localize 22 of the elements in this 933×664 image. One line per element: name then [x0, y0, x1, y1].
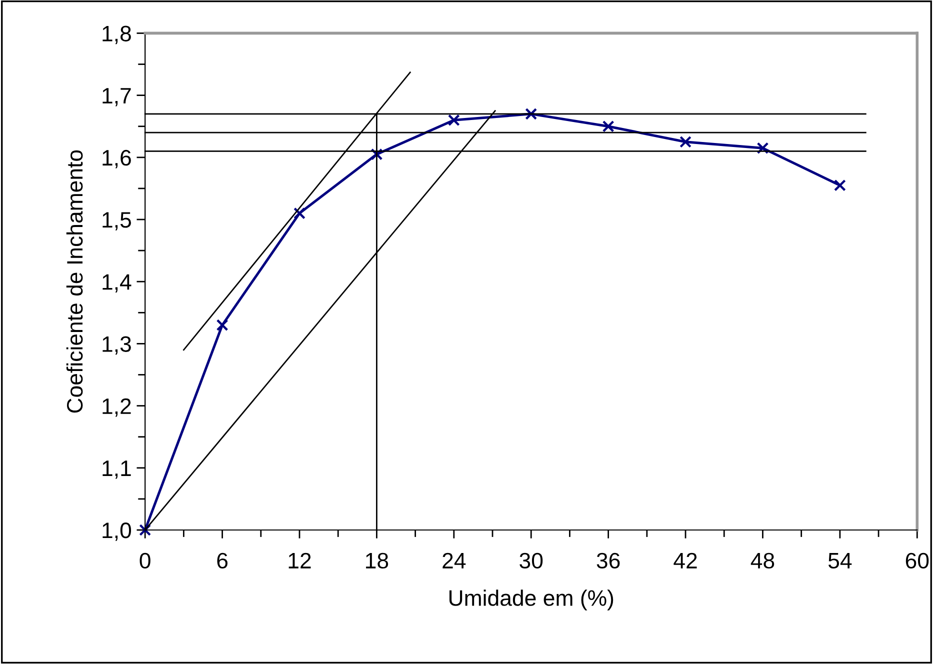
y-tick-label: 1,3 — [102, 336, 131, 355]
x-tick-label: 6 — [217, 552, 228, 569]
x-tick-label: 24 — [442, 552, 466, 568]
y-tick-label: 1,5 — [102, 212, 131, 230]
x-axis-title: Umidade em (%) — [449, 590, 614, 610]
x-tick-label: 60 — [906, 552, 929, 569]
x-tick-label: 30 — [520, 552, 543, 569]
y-tick-label: 1,1 — [102, 460, 131, 479]
x-tick-label: 18 — [366, 552, 388, 569]
x-tick-label: 48 — [750, 552, 774, 569]
y-axis-title: Coeficiente de Inchamento — [66, 150, 83, 413]
y-tick-label: 1,0 — [102, 522, 132, 541]
x-tick-label: 0 — [140, 552, 150, 569]
y-tick-label: 1,2 — [102, 398, 131, 417]
x-tick-label: 36 — [596, 552, 620, 569]
y-tick-label: 1,6 — [102, 150, 131, 168]
y-tick-label: 1,8 — [102, 26, 131, 44]
x-tick-label: 12 — [288, 552, 311, 568]
x-tick-label: 54 — [828, 553, 852, 569]
y-tick-label: 1,7 — [102, 88, 131, 106]
y-tick-label: 1,4 — [102, 274, 132, 292]
x-tick-label: 42 — [674, 552, 697, 568]
